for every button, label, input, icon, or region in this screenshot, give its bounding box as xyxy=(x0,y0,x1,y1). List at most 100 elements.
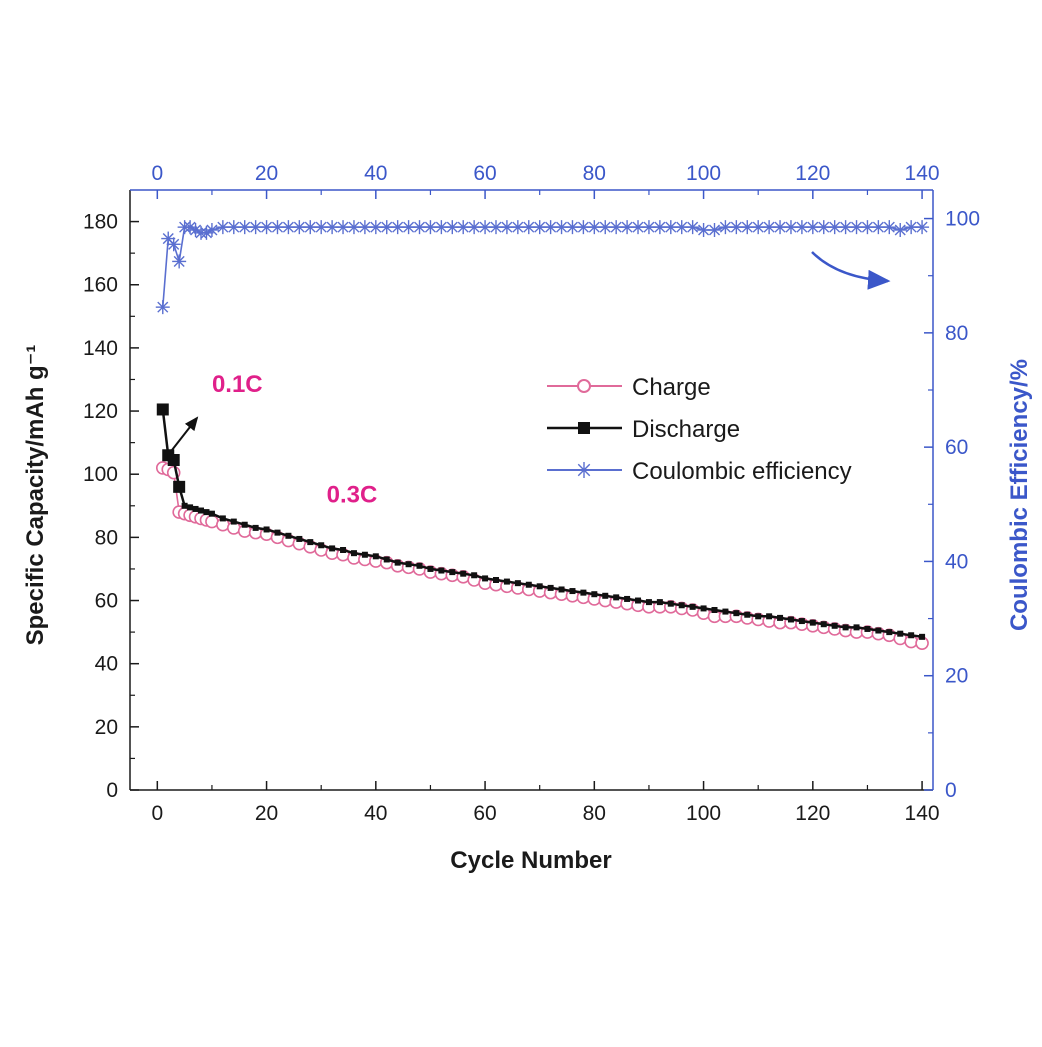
point-2-18 xyxy=(303,220,318,235)
point-1-4 xyxy=(181,502,188,509)
x-tick-label-bottom-7: 140 xyxy=(905,802,940,825)
point-2-10-stroke-3 xyxy=(217,221,229,233)
point-2-70 xyxy=(871,220,886,235)
point-2-61-stroke-3 xyxy=(774,221,786,233)
x-tick-label-top-1: 20 xyxy=(255,162,278,185)
y-tick-label-right-3: 60 xyxy=(945,436,968,459)
point-1-12 xyxy=(241,521,248,528)
point-1-31 xyxy=(449,569,456,576)
point-2-21-stroke-3 xyxy=(337,221,349,233)
x-tick-label-bottom-3: 60 xyxy=(473,802,496,825)
point-1-72 xyxy=(897,630,904,637)
point-2-65-stroke-3 xyxy=(818,221,830,233)
point-2-23-stroke-3 xyxy=(359,221,371,233)
point-2-12 xyxy=(237,220,252,235)
y-tick-label-left-6: 120 xyxy=(83,400,118,423)
point-1-55 xyxy=(711,607,718,613)
series-layer xyxy=(155,220,930,650)
point-1-40 xyxy=(547,584,554,591)
series-line-2 xyxy=(162,226,923,308)
point-2-35-stroke-3 xyxy=(490,221,502,233)
legend-item-discharge: Discharge xyxy=(547,416,740,443)
point-2-42-stroke-3 xyxy=(566,221,579,233)
series-line-0 xyxy=(162,467,923,644)
y-tick-label-left-8: 160 xyxy=(83,274,118,297)
point-2-47-stroke-3 xyxy=(621,221,633,233)
point-2-66-stroke-3 xyxy=(829,221,841,233)
point-2-3-stroke-3 xyxy=(173,255,185,267)
y-tick-label-left-2: 40 xyxy=(95,653,118,676)
point-2-15-stroke-3 xyxy=(271,221,284,233)
point-1-13 xyxy=(252,524,259,531)
point-2-56 xyxy=(718,220,733,235)
point-2-20-stroke-3 xyxy=(326,221,338,233)
y-tick-label-right-4: 80 xyxy=(945,322,968,345)
point-2-71 xyxy=(882,220,897,235)
point-2-46-stroke-3 xyxy=(610,221,622,233)
point-2-60 xyxy=(762,220,777,235)
x-tick-label-top-2: 40 xyxy=(364,162,387,185)
point-1-41 xyxy=(558,586,565,593)
point-2-59-stroke-3 xyxy=(752,221,764,233)
point-1-54 xyxy=(700,605,707,612)
x-tick-label-top-6: 120 xyxy=(795,162,830,185)
point-2-29-stroke-3 xyxy=(424,221,436,233)
point-1-37 xyxy=(514,580,521,587)
y-axis-left-title: Specific Capacity/mAh g⁻¹ xyxy=(22,345,49,646)
point-2-60-stroke-3 xyxy=(763,221,775,233)
point-1-8 xyxy=(203,509,210,516)
point-2-50 xyxy=(652,220,667,235)
point-1-59 xyxy=(755,613,762,620)
axis-ticks xyxy=(130,190,933,791)
point-1-67 xyxy=(842,624,849,631)
point-1-42 xyxy=(569,588,576,595)
point-1-48 xyxy=(635,597,642,604)
y-tick-label-left-5: 100 xyxy=(83,463,118,486)
point-1-58 xyxy=(744,611,751,618)
point-1-14 xyxy=(263,526,270,533)
point-2-34-stroke-3 xyxy=(479,221,491,233)
point-1-63 xyxy=(798,618,805,625)
point-2-26-stroke-3 xyxy=(392,221,404,233)
point-2-54-stroke-3 xyxy=(698,224,710,236)
legend: Charge Discharge Coulombic efficiency xyxy=(547,374,852,485)
point-2-72-stroke-3 xyxy=(894,224,906,236)
point-2-30-stroke-3 xyxy=(435,221,447,233)
legend-ce-asterisk xyxy=(576,462,592,478)
point-1-65 xyxy=(820,621,827,628)
point-1-56 xyxy=(722,608,729,615)
point-2-9-stroke-3 xyxy=(206,224,218,236)
point-2-33 xyxy=(467,220,482,235)
point-2-44-stroke-3 xyxy=(588,221,600,233)
point-1-30 xyxy=(438,567,445,574)
point-1-16 xyxy=(285,532,292,539)
point-1-52 xyxy=(678,602,685,609)
point-2-13-stroke-3 xyxy=(250,221,262,233)
point-2-67 xyxy=(838,220,853,235)
point-2-58-stroke-3 xyxy=(741,221,753,233)
point-2-36-stroke-3 xyxy=(501,221,513,233)
point-2-48-stroke-3 xyxy=(632,221,644,233)
x-tick-label-bottom-2: 40 xyxy=(364,802,387,825)
legend-item-coulombic: Coulombic efficiency xyxy=(547,458,852,485)
point-2-71-stroke-3 xyxy=(883,221,895,233)
point-2-52-stroke-3 xyxy=(676,221,688,233)
legend-coulombic-marker xyxy=(576,462,592,478)
point-1-66 xyxy=(831,622,838,629)
point-2-45-stroke-3 xyxy=(599,221,611,233)
point-2-1-stroke-3 xyxy=(162,233,174,245)
point-1-46 xyxy=(613,594,620,601)
x-tick-label-bottom-1: 20 xyxy=(255,802,278,825)
ce-axis-pointer-arrow xyxy=(811,251,891,290)
legend-discharge-label: Discharge xyxy=(632,416,740,443)
point-1-6 xyxy=(192,505,199,512)
point-2-2-stroke-3 xyxy=(168,238,180,250)
point-2-25-stroke-3 xyxy=(381,221,393,233)
point-2-50-stroke-3 xyxy=(654,221,666,233)
legend-charge-label: Charge xyxy=(632,374,711,401)
point-2-57-stroke-3 xyxy=(730,221,742,233)
point-1-38 xyxy=(525,581,532,588)
y-axis-right-title: Coulombic Efficiency/% xyxy=(1006,359,1033,631)
point-2-73-stroke-3 xyxy=(905,221,917,233)
point-1-34 xyxy=(482,575,489,582)
